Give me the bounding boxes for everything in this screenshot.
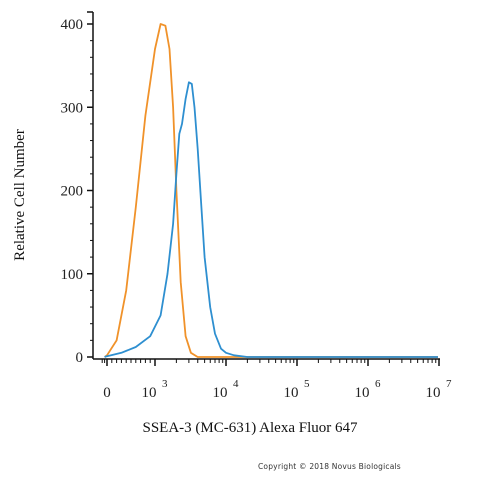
x-tick-exponent: 6 bbox=[375, 378, 381, 390]
x-tick-exponent: 5 bbox=[304, 378, 310, 390]
copyright-notice: Copyright © 2018 Novus Biologicals bbox=[258, 462, 401, 471]
y-tick-label: 0 bbox=[76, 350, 84, 366]
x-ticks: 0 10 3 10 4 10 5 10 6 10 7 bbox=[101, 359, 452, 401]
y-axis-title: Relative Cell Number bbox=[12, 129, 28, 261]
x-tick-label: 10 bbox=[426, 385, 441, 401]
x-tick-label: 0 bbox=[103, 385, 111, 401]
x-tick-exponent: 4 bbox=[233, 378, 239, 390]
x-tick-label: 10 bbox=[142, 385, 157, 401]
x-tick-exponent: 3 bbox=[162, 378, 168, 390]
y-tick-label: 100 bbox=[61, 267, 84, 283]
x-axis-title: SSEA-3 (MC-631) Alexa Fluor 647 bbox=[143, 420, 358, 436]
y-tick-label: 300 bbox=[61, 100, 84, 116]
x-tick-label: 10 bbox=[284, 385, 299, 401]
x-tick-exponent: 7 bbox=[446, 378, 452, 390]
series-1-curve bbox=[104, 23, 438, 358]
x-tick-label: 10 bbox=[355, 385, 370, 401]
series-layer bbox=[104, 23, 438, 358]
x-tick-label: 10 bbox=[213, 385, 228, 401]
y-axis: 0 100 200 300 400 bbox=[61, 11, 94, 366]
series-2-curve bbox=[104, 81, 438, 358]
y-tick-label: 200 bbox=[61, 184, 84, 200]
y-ticks: 0 100 200 300 400 bbox=[61, 11, 93, 366]
x-axis: 0 10 3 10 4 10 5 10 6 10 7 bbox=[93, 358, 452, 401]
y-tick-label: 400 bbox=[61, 17, 84, 33]
